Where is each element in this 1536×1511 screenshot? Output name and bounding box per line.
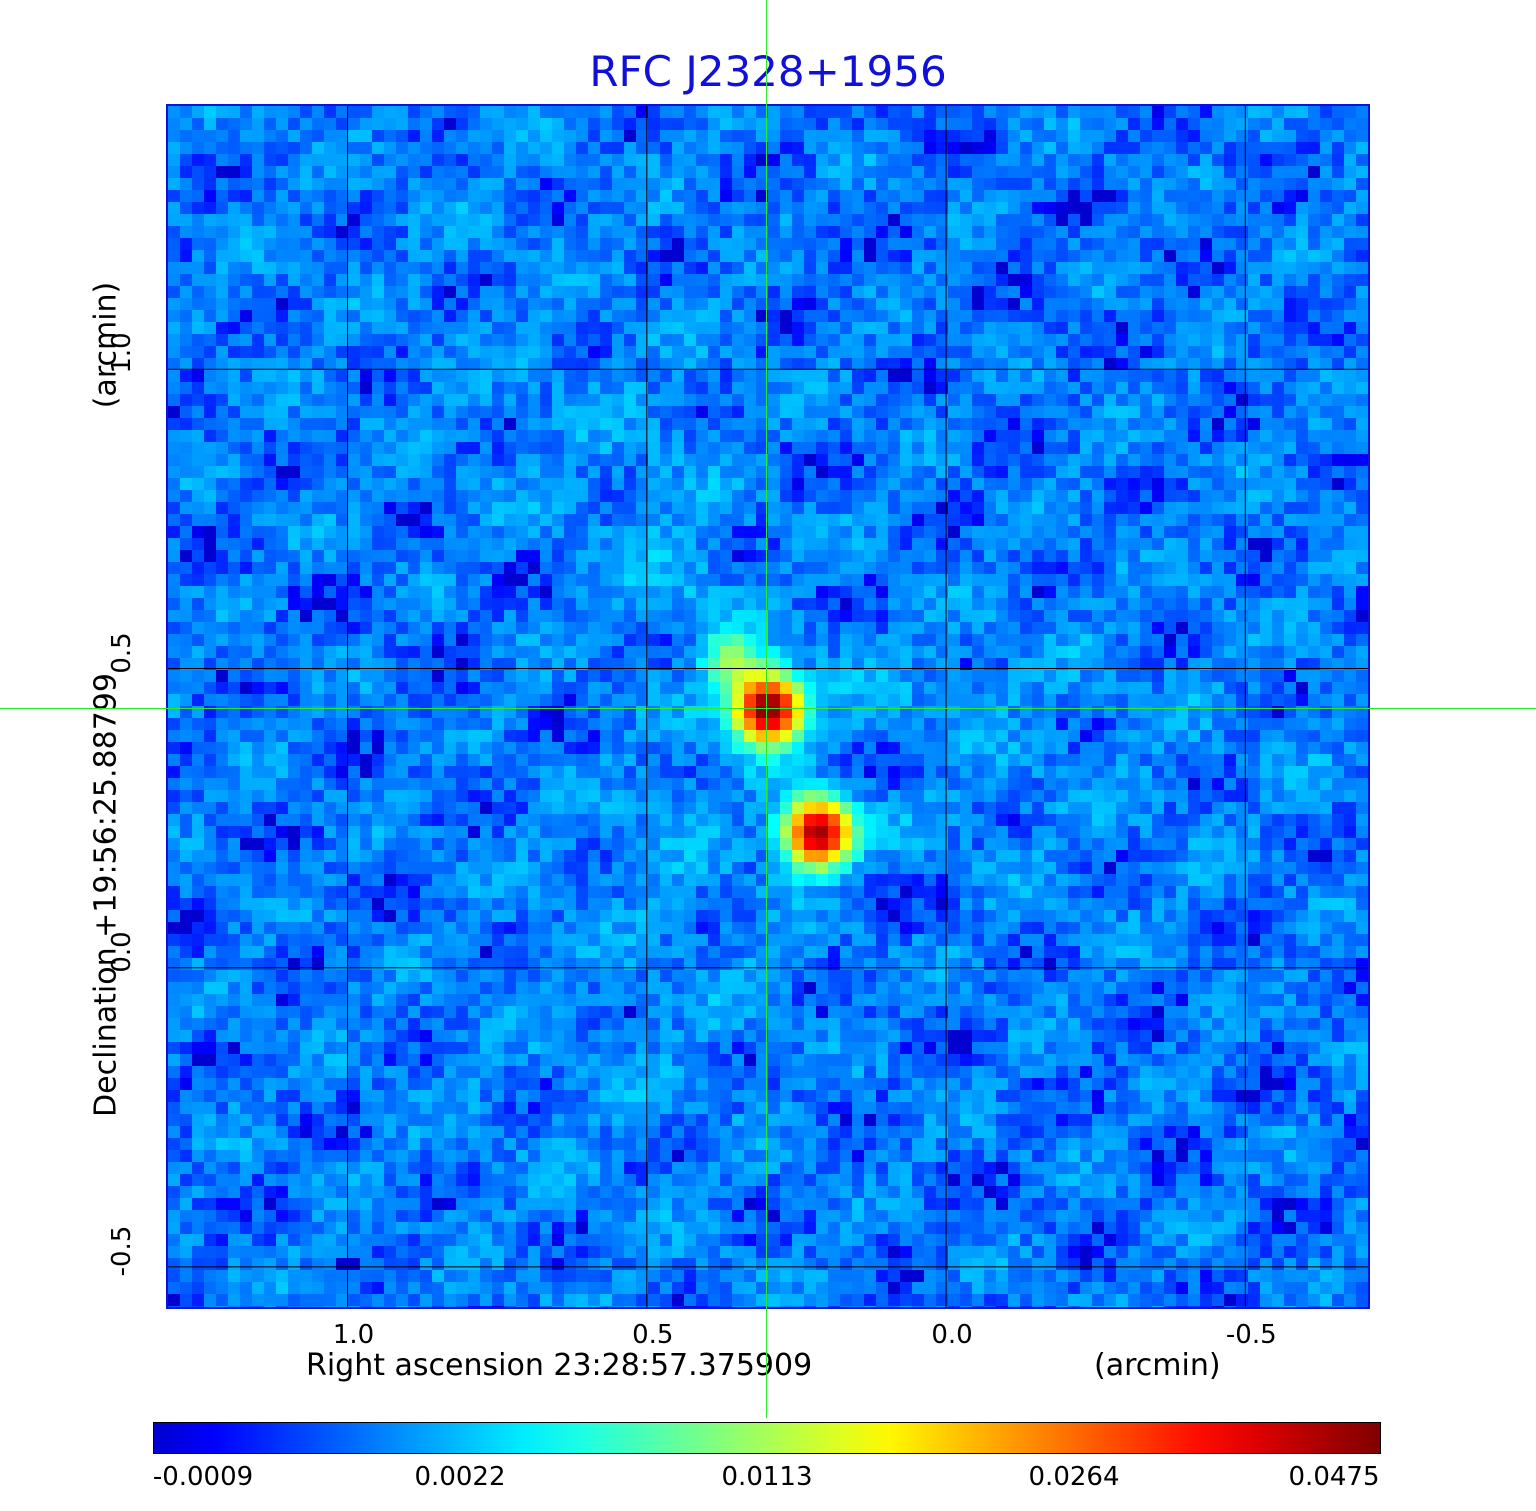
- grid-lines: [168, 106, 1368, 1307]
- crosshair-vertical-line: [766, 0, 767, 1418]
- heatmap-svg: [168, 106, 1368, 1307]
- colorbar: [153, 1422, 1381, 1454]
- crosshair-horizontal-line: [0, 708, 1536, 709]
- x-tick-label: 0.0: [931, 1320, 973, 1350]
- colorbar-tick-label: 0.0475: [1288, 1462, 1380, 1492]
- image-plot-area[interactable]: [166, 104, 1370, 1309]
- x-tick-label: -0.5: [1225, 1320, 1277, 1350]
- y-tick-label: -0.5: [107, 1225, 137, 1277]
- colorbar-tick-label: 0.0264: [1028, 1462, 1120, 1492]
- colorbar-tick-label: 0.0113: [721, 1462, 813, 1492]
- y-tick-label: 0.5: [107, 631, 137, 674]
- x-axis-label: Right ascension 23:28:57.375909: [306, 1348, 813, 1383]
- x-tick-label: 0.5: [632, 1320, 674, 1350]
- x-tick-label: 1.0: [332, 1320, 375, 1350]
- y-axis-unit: (arcmin): [88, 281, 124, 409]
- colorbar-tick-label: 0.0022: [414, 1462, 506, 1492]
- y-axis-label: Declination +19:56:25.88799: [88, 673, 124, 1117]
- chart-title: RFC J2328+1956: [589, 47, 947, 96]
- heatmap-cells: [168, 106, 1368, 1307]
- x-axis-unit: (arcmin): [1094, 1348, 1221, 1383]
- colorbar-tick-label: -0.0009: [152, 1462, 254, 1492]
